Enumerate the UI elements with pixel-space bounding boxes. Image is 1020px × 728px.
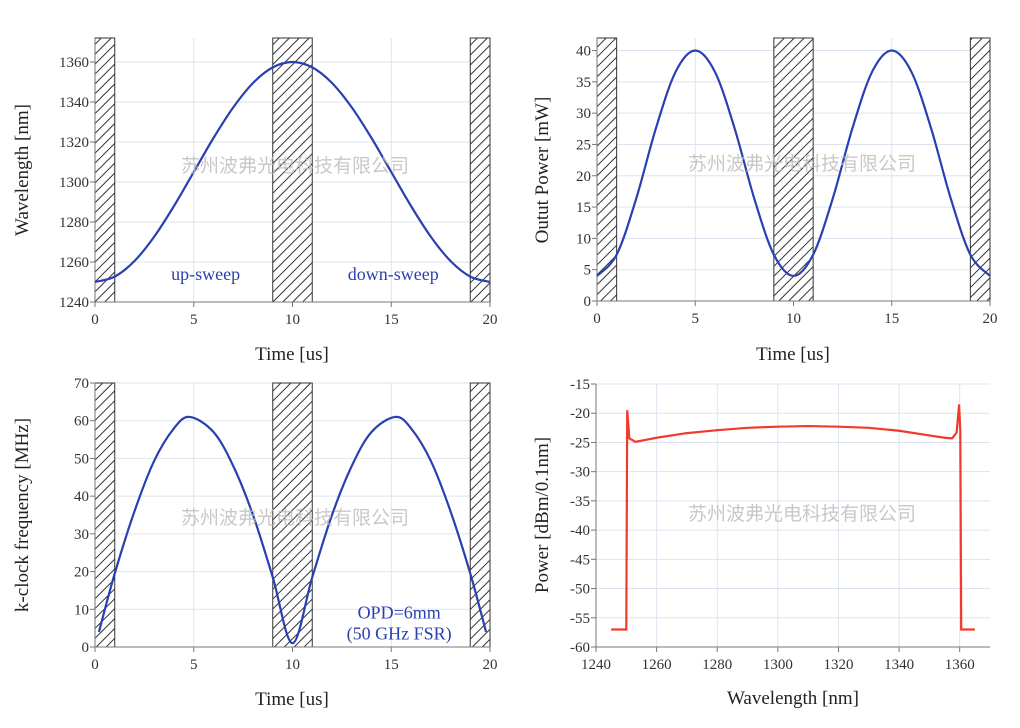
hatched-region [94, 37, 116, 303]
y-tick-label: -45 [570, 552, 590, 568]
x-axis-label: Wavelength [nm] [727, 688, 859, 709]
y-tick-label: -55 [570, 611, 590, 627]
y-tick-label: -35 [570, 494, 590, 510]
y-tick-label: 20 [74, 565, 89, 581]
hatched-region [969, 37, 991, 302]
y-axis-label: k-clock frequency [MHz] [12, 418, 33, 612]
y-tick-label: -25 [570, 435, 590, 451]
x-axis-label: Time [us] [255, 344, 329, 365]
x-tick-label: 5 [692, 311, 700, 327]
x-tick-label: 20 [483, 312, 498, 328]
y-tick-label: 1240 [59, 295, 89, 311]
y-tick-label: 1280 [59, 215, 89, 231]
annotation: down-sweep [348, 264, 439, 284]
y-tick-label: 0 [584, 294, 592, 310]
x-tick-label: 1320 [823, 657, 853, 673]
hatched-region [596, 37, 618, 302]
y-tick-label: 0 [82, 640, 90, 656]
x-tick-label: 10 [285, 312, 300, 328]
x-axis-label: Time [us] [255, 689, 329, 710]
y-tick-label: 1360 [59, 55, 89, 71]
hatched-region [773, 37, 814, 302]
y-tick-label: -15 [570, 377, 590, 393]
x-tick-label: 1300 [763, 657, 793, 673]
data-series-line [97, 415, 488, 645]
x-tick-label: 20 [483, 657, 498, 673]
data-series-line [94, 60, 491, 284]
x-tick-label: 1240 [581, 657, 611, 673]
y-tick-label: -50 [570, 582, 590, 598]
annotation: OPD=6mm [358, 603, 441, 623]
y-tick-label: -60 [570, 640, 590, 656]
y-tick-label: 60 [74, 414, 89, 430]
y-tick-label: 20 [576, 169, 591, 185]
data-series-line [611, 404, 975, 631]
y-tick-label: 70 [74, 376, 89, 392]
power-vs-time-chart: Time [us] Outut Power [mW] 0 5 10 15 20 0 5 10 1… [532, 37, 998, 365]
x-tick-label: 20 [983, 311, 998, 327]
x-axis-label: Time [us] [756, 344, 830, 365]
x-tick-label: 5 [190, 312, 198, 328]
x-tick-label: 15 [384, 312, 399, 328]
y-tick-label: 1340 [59, 95, 89, 111]
y-tick-label: 40 [74, 489, 89, 505]
data-series-line [596, 49, 991, 278]
spectrum-chart: Wavelength [nm] Power [dBm/0.1nm] 1240 12… [532, 377, 990, 709]
watermark: 苏州波弗光电科技有限公司 [688, 153, 916, 175]
watermark: 苏州波弗光电科技有限公司 [181, 507, 409, 529]
watermark: 苏州波弗光电科技有限公司 [688, 503, 916, 525]
x-tick-label: 1360 [945, 657, 975, 673]
x-tick-label: 0 [593, 311, 601, 327]
kclock-vs-time-chart: Time [us] k-clock frequency [MHz] 0 5 10 15… [12, 376, 498, 710]
x-tick-label: 0 [91, 312, 99, 328]
wavelength-vs-time-chart: Time [us] Wavelength [nm] 0 5 10 15 20 1240 12… [12, 37, 498, 365]
x-tick-label: 5 [190, 657, 198, 673]
y-tick-label: 30 [576, 106, 591, 122]
x-tick-label: 1260 [642, 657, 672, 673]
hatched-region [272, 37, 313, 303]
y-tick-label: 5 [584, 263, 592, 279]
x-tick-label: 1280 [702, 657, 732, 673]
y-tick-label: 10 [576, 231, 591, 247]
y-tick-label: 40 [576, 44, 591, 60]
x-tick-label: 10 [285, 657, 300, 673]
y-axis-label: Power [dBm/0.1nm] [532, 437, 553, 593]
y-tick-label: 25 [576, 137, 591, 153]
y-tick-label: 1320 [59, 135, 89, 151]
y-tick-label: 1260 [59, 255, 89, 271]
y-tick-label: 35 [576, 75, 591, 91]
x-tick-label: 0 [91, 657, 99, 673]
y-tick-label: 10 [74, 602, 89, 618]
y-tick-label: -40 [570, 523, 590, 539]
x-tick-label: 10 [786, 311, 801, 327]
y-tick-label: -20 [570, 406, 590, 422]
y-tick-label: -30 [570, 465, 590, 481]
y-tick-label: 15 [576, 200, 591, 216]
annotation: (50 GHz FSR) [347, 623, 452, 644]
y-axis-label: Outut Power [mW] [532, 97, 553, 244]
annotation: up-sweep [171, 264, 240, 284]
y-tick-label: 50 [74, 451, 89, 467]
y-axis-label: Wavelength [nm] [12, 104, 33, 236]
y-tick-label: 1300 [59, 175, 89, 191]
watermark: 苏州波弗光电科技有限公司 [181, 155, 409, 177]
x-tick-label: 1340 [884, 657, 914, 673]
hatched-region [469, 37, 491, 303]
x-tick-label: 15 [384, 657, 399, 673]
y-tick-label: 30 [74, 527, 89, 543]
x-tick-label: 15 [884, 311, 899, 327]
